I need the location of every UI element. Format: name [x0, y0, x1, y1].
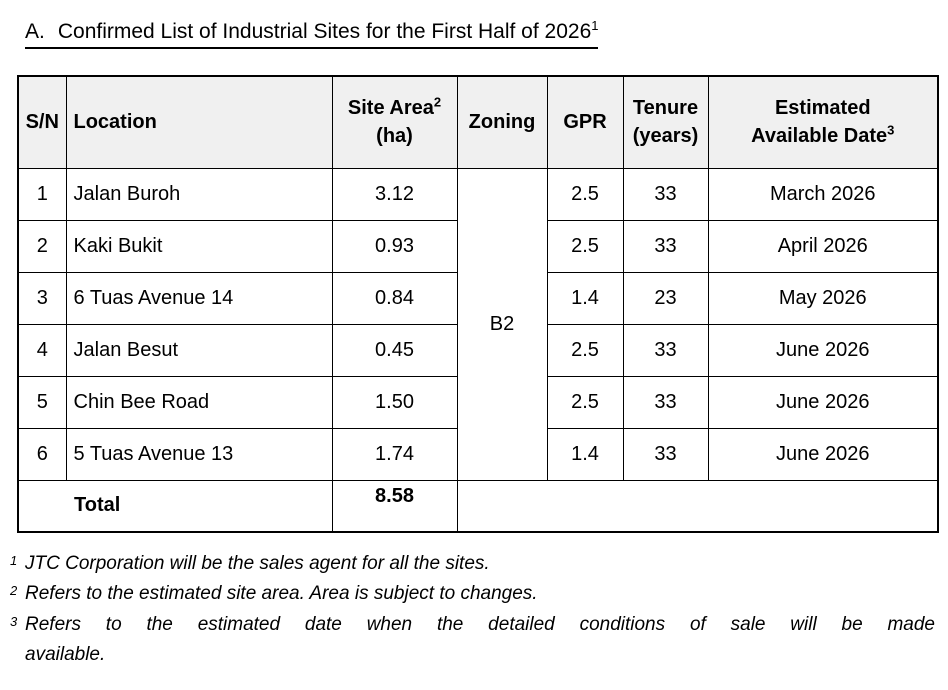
cell-tenure: 33 — [622, 167, 709, 221]
cell-available-date: June 2026 — [707, 375, 939, 429]
cell-site-area: 0.45 — [331, 323, 458, 377]
cell-location: Chin Bee Road — [65, 375, 333, 429]
site-area-footnote-ref: 2 — [433, 94, 442, 110]
footnote-2-marker: 2 — [10, 583, 18, 599]
cell-sn: 5 — [17, 375, 67, 429]
header-row: S/N Location Site Area2 (ha) Zoning GPR T… — [17, 75, 939, 169]
cell-sn: 2 — [17, 219, 67, 273]
cell-site-area: 3.12 — [331, 167, 458, 221]
column-header-location: Location — [65, 75, 333, 169]
cell-location: Jalan Buroh — [65, 167, 333, 221]
cell-location: 6 Tuas Avenue 14 — [65, 271, 333, 325]
total-row: Total 8.58 — [17, 479, 939, 533]
document-page: A. Confirmed List of Industrial Sites for… — [10, 18, 948, 671]
footnote-3-line2: available. — [25, 644, 106, 666]
cell-available-date: May 2026 — [707, 271, 939, 325]
cell-gpr: 1.4 — [546, 271, 624, 325]
cell-site-area: 0.84 — [331, 271, 458, 325]
cell-sn: 6 — [17, 427, 67, 481]
footnote-2-text: Refers to the estimated site area. Area … — [25, 583, 538, 605]
cell-gpr: 2.5 — [546, 167, 624, 221]
table-row: 2 Kaki Bukit 0.93 2.5 33 April 2026 — [17, 219, 939, 273]
cell-site-area: 1.50 — [331, 375, 458, 429]
footnote-3: 3 Refers to the estimated date when the … — [10, 610, 935, 671]
footnote-1-marker: 1 — [10, 553, 18, 568]
column-header-tenure: Tenure (years) — [622, 75, 709, 169]
table-row: 5 Chin Bee Road 1.50 2.5 33 June 2026 — [17, 375, 939, 429]
table-row: 4 Jalan Besut 0.45 2.5 33 June 2026 — [17, 323, 939, 377]
cell-location: 5 Tuas Avenue 13 — [65, 427, 333, 481]
cell-sn: 4 — [17, 323, 67, 377]
page-title-label: A. — [25, 20, 45, 43]
cell-location: Jalan Besut — [65, 323, 333, 377]
title-section: A. Confirmed List of Industrial Sites for… — [25, 18, 948, 49]
page-title-text: Confirmed List of Industrial Sites for t… — [57, 20, 592, 43]
total-empty-cell — [456, 479, 939, 533]
cell-available-date: June 2026 — [707, 323, 939, 377]
total-label: Total — [17, 479, 333, 533]
total-site-area: 8.58 — [331, 479, 458, 533]
table-row: 3 6 Tuas Avenue 14 0.84 1.4 23 May 2026 — [17, 271, 939, 325]
cell-available-date: March 2026 — [707, 167, 939, 221]
cell-tenure: 23 — [622, 271, 709, 325]
footnote-1: 1 JTC Corporation will be the sales agen… — [10, 549, 935, 579]
page-title-footnote-ref: 1 — [591, 18, 599, 33]
column-header-estimated-date: Estimated Available Date3 — [707, 75, 939, 169]
cell-location: Kaki Bukit — [65, 219, 333, 273]
cell-tenure: 33 — [622, 427, 709, 481]
cell-sn: 3 — [17, 271, 67, 325]
footnote-3-line1: Refers to the estimated date when the de… — [25, 613, 935, 635]
cell-site-area: 0.93 — [331, 219, 458, 273]
column-header-sn: S/N — [17, 75, 67, 169]
column-header-site-area: Site Area2 (ha) — [331, 75, 458, 169]
cell-sn: 1 — [17, 167, 67, 221]
cell-site-area: 1.74 — [331, 427, 458, 481]
cell-tenure: 33 — [622, 323, 709, 377]
cell-gpr: 2.5 — [546, 323, 624, 377]
footnote-1-text: JTC Corporation will be the sales agent … — [25, 553, 490, 574]
cell-gpr: 2.5 — [546, 375, 624, 429]
footnote-3-text: Refers to the estimated date when the de… — [25, 610, 935, 671]
column-header-gpr: GPR — [546, 75, 624, 169]
est-date-footnote-ref: 3 — [887, 122, 895, 138]
footnote-3-marker: 3 — [10, 613, 18, 629]
cell-tenure: 33 — [622, 375, 709, 429]
cell-gpr: 1.4 — [546, 427, 624, 481]
cell-tenure: 33 — [622, 219, 709, 273]
cell-zoning-merged: B2 — [456, 167, 548, 481]
cell-available-date: June 2026 — [707, 427, 939, 481]
cell-available-date: April 2026 — [707, 219, 939, 273]
industrial-sites-table: S/N Location Site Area2 (ha) Zoning GPR T… — [17, 75, 939, 533]
footnote-2: 2 Refers to the estimated site area. Are… — [10, 579, 935, 609]
cell-gpr: 2.5 — [546, 219, 624, 273]
table-row: 6 5 Tuas Avenue 13 1.74 1.4 33 June 2026 — [17, 427, 939, 481]
table-row: 1 Jalan Buroh 3.12 B2 2.5 33 March 2026 — [17, 167, 939, 481]
column-header-zoning: Zoning — [456, 75, 548, 169]
footnotes-section: 1 JTC Corporation will be the sales agen… — [10, 549, 935, 671]
page-title: A. Confirmed List of Industrial Sites for… — [25, 18, 599, 49]
